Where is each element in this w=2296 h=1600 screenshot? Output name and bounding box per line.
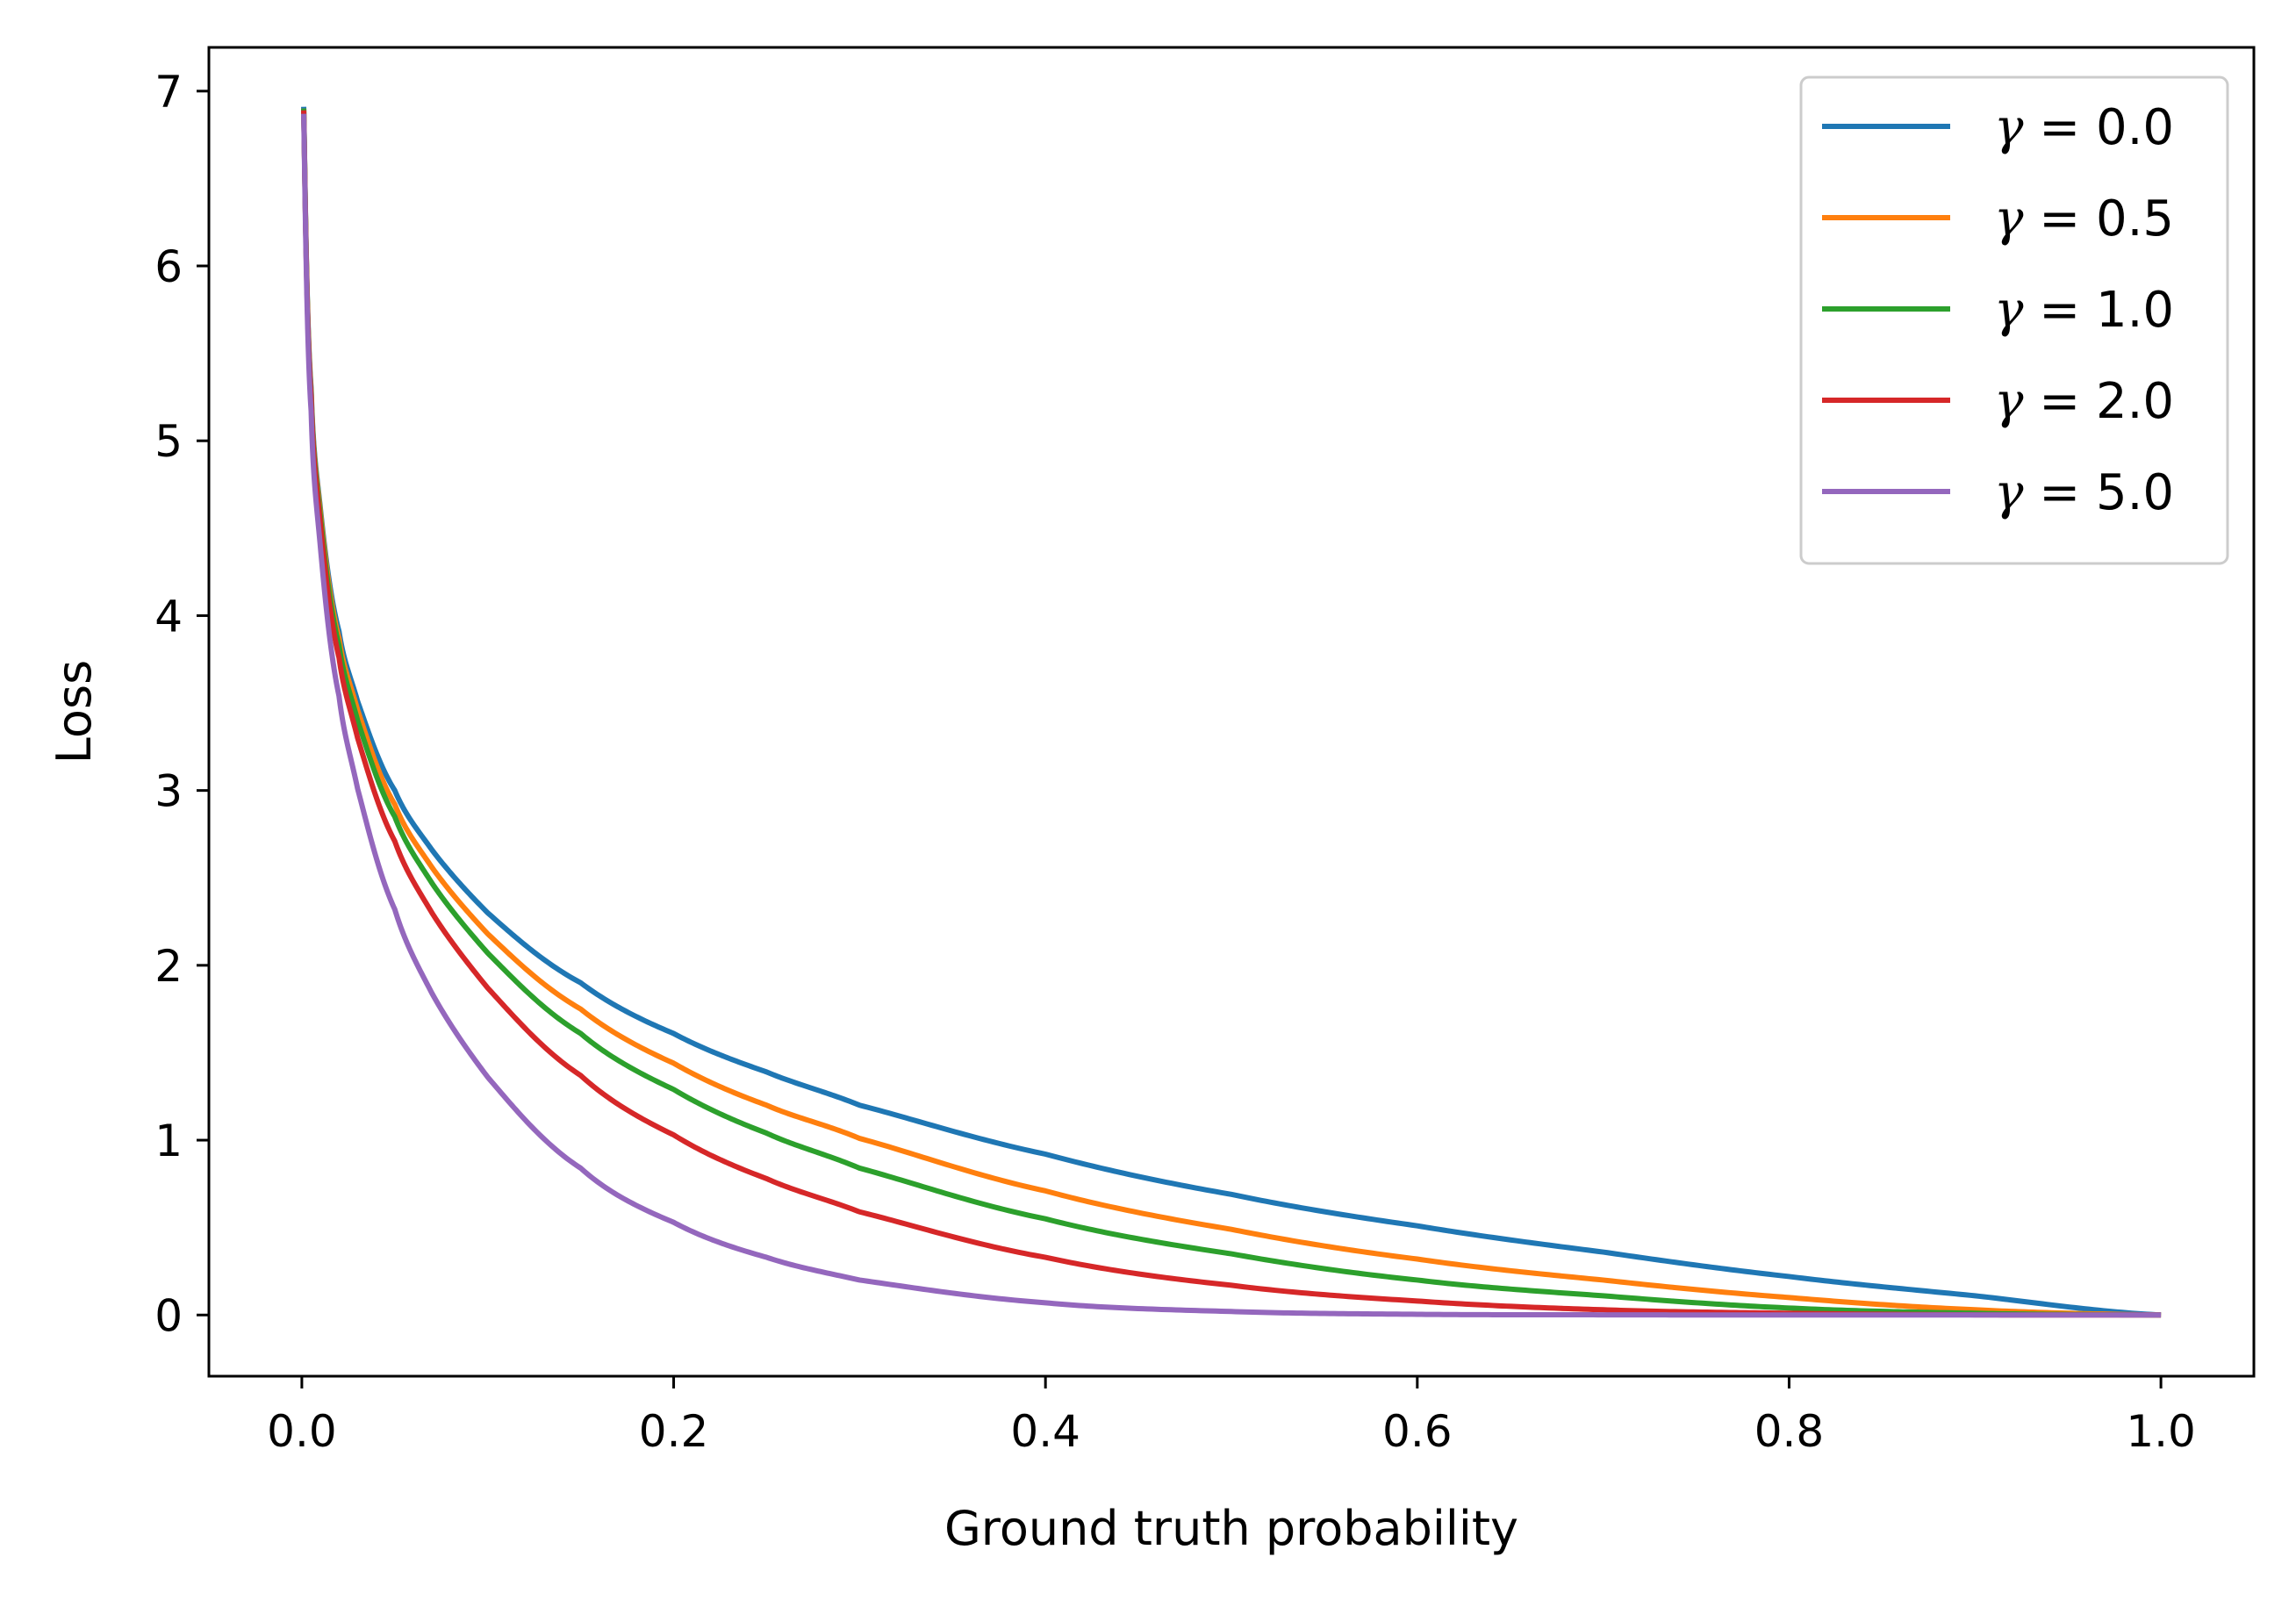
legend-label-value: = 0.0 — [2023, 99, 2174, 156]
y-tick-label: 5 — [154, 416, 183, 467]
x-tick-label: 0.4 — [1010, 1406, 1080, 1457]
y-tick-label: 1 — [154, 1116, 183, 1166]
y-tick-label: 0 — [154, 1290, 183, 1341]
legend-label-value: = 1.0 — [2023, 282, 2174, 339]
legend: γ = 0.0γ = 0.5γ = 1.0γ = 2.0γ = 5.0 — [1799, 75, 2229, 565]
x-axis-ticks: 0.0 0.2 0.4 0.6 0.8 1.0 — [267, 1376, 2196, 1457]
legend-label-symbol: γ — [1994, 282, 2024, 339]
legend-box — [1799, 75, 2229, 565]
x-tick-label: 0.6 — [1382, 1406, 1453, 1457]
legend-label: γ = 0.0 — [1994, 99, 2174, 156]
legend-label: γ = 5.0 — [1994, 464, 2174, 521]
x-tick-label: 0.8 — [1754, 1406, 1825, 1457]
legend-label-symbol: γ — [1994, 99, 2024, 156]
series-line-4 — [301, 113, 2162, 1318]
series-line-2 — [301, 108, 2162, 1318]
legend-label-symbol: γ — [1994, 464, 2024, 521]
x-tick-label: 0.0 — [267, 1406, 337, 1457]
axes-frame — [207, 46, 2256, 1378]
y-tick-label: 6 — [154, 241, 183, 292]
y-tick-label: 7 — [154, 67, 183, 118]
series-lines — [301, 106, 2162, 1318]
y-tick-label: 3 — [154, 766, 183, 817]
y-tick-label: 4 — [154, 591, 183, 642]
y-axis-label: Loss — [47, 660, 102, 764]
x-axis-label: Ground truth probability — [944, 1501, 1518, 1556]
legend-label: γ = 2.0 — [1994, 373, 2174, 430]
series-line-3 — [301, 110, 2162, 1318]
legend-label-symbol: γ — [1994, 373, 2024, 430]
legend-label-value: = 2.0 — [2023, 373, 2174, 430]
x-tick-label: 0.2 — [639, 1406, 709, 1457]
legend-label-value: = 5.0 — [2023, 464, 2174, 521]
legend-label: γ = 0.5 — [1994, 190, 2174, 248]
y-tick-label: 2 — [154, 941, 183, 992]
y-axis-ticks: 0 1 2 3 4 5 6 7 — [154, 67, 209, 1341]
x-tick-label: 1.0 — [2126, 1406, 2196, 1457]
legend-label-symbol: γ — [1994, 190, 2024, 248]
legend-label-value: = 0.5 — [2023, 190, 2174, 248]
legend-label: γ = 1.0 — [1994, 282, 2174, 339]
